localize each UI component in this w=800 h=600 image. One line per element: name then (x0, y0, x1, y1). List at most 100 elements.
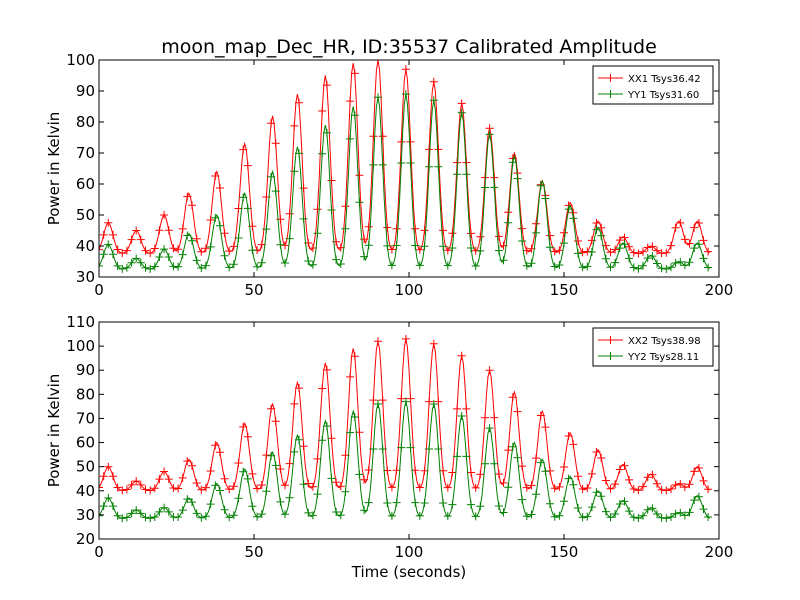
data-point (267, 451, 276, 460)
data-point (704, 263, 713, 272)
data-point (434, 445, 443, 453)
data-point (471, 512, 480, 521)
data-point (350, 413, 359, 421)
data-point (150, 262, 159, 271)
data-point (174, 513, 183, 521)
data-point (183, 457, 192, 466)
data-point (374, 93, 382, 102)
data-point (313, 229, 322, 238)
figure-title: moon_map_Dec_HR, ID:35537 Calibrated Amp… (161, 36, 657, 58)
data-point (276, 240, 285, 249)
data-point (104, 494, 113, 502)
data-point (211, 172, 220, 180)
data-point (439, 499, 448, 507)
data-point (276, 497, 285, 506)
data-point (611, 245, 620, 254)
x-axis-label: Time (seconds) (351, 563, 467, 581)
data-point (155, 475, 164, 484)
data-point (136, 258, 145, 267)
data-point (281, 259, 289, 267)
data-point (150, 244, 159, 253)
data-point (355, 171, 364, 180)
data-point (99, 472, 108, 481)
data-point (667, 513, 675, 521)
data-point (197, 264, 206, 272)
data-point (494, 470, 503, 479)
legend-box (592, 327, 714, 367)
data-point (132, 254, 141, 263)
data-point (485, 130, 494, 139)
data-point (206, 500, 215, 509)
data-point (615, 500, 624, 508)
data-point (457, 108, 466, 117)
data-point (122, 246, 131, 255)
data-point (267, 119, 276, 128)
data-point (146, 514, 155, 523)
data-point (541, 194, 550, 203)
data-point (685, 258, 694, 267)
y-tick-label: 80 (76, 385, 95, 403)
data-point (332, 478, 341, 487)
data-point (113, 261, 122, 270)
data-point (197, 247, 206, 256)
data-point (99, 511, 103, 520)
data-point (257, 258, 266, 267)
data-point (448, 468, 457, 477)
data-point (183, 192, 192, 201)
data-point (164, 507, 173, 516)
data-point (662, 265, 671, 273)
data-point (453, 170, 462, 179)
data-point (550, 512, 559, 521)
data-point (401, 397, 410, 406)
data-point (164, 253, 173, 261)
data-point (448, 229, 457, 238)
data-point (690, 467, 699, 476)
data-point (257, 481, 266, 489)
series-2 (99, 397, 713, 523)
data-point (183, 495, 192, 504)
data-point (676, 257, 685, 266)
data-point (629, 485, 638, 493)
data-point (360, 506, 369, 515)
data-point (634, 249, 643, 258)
data-point (271, 187, 280, 196)
data-point (239, 145, 248, 154)
data-point (667, 485, 675, 493)
data-point (336, 260, 345, 268)
y-tick-label: 20 (76, 530, 95, 548)
x-tick-label: 50 (244, 281, 263, 299)
data-point (127, 480, 136, 489)
legend-marker (606, 352, 615, 360)
data-point (267, 172, 276, 181)
data-point (99, 483, 103, 492)
data-point (225, 485, 234, 494)
data-point (99, 245, 103, 254)
data-point (141, 485, 150, 494)
data-point (253, 262, 262, 271)
data-point (662, 486, 671, 495)
data-point (601, 254, 610, 263)
data-point (341, 224, 350, 233)
data-point (411, 224, 420, 233)
data-point (555, 511, 564, 520)
data-point (346, 134, 355, 143)
y-tick-label: 40 (76, 237, 95, 255)
data-point (299, 184, 308, 193)
data-point (653, 479, 661, 488)
data-point (541, 467, 550, 476)
y-axis-label: Power in Kelvin (45, 374, 63, 488)
data-point (308, 260, 317, 269)
data-point (643, 243, 652, 252)
data-point (229, 242, 238, 251)
data-point (443, 483, 452, 492)
data-point (364, 241, 373, 250)
data-point (508, 158, 517, 167)
data-point (401, 90, 410, 99)
data-point (234, 459, 243, 467)
data-point (560, 228, 568, 237)
data-point (206, 467, 215, 475)
data-point (253, 512, 262, 521)
data-point (606, 248, 615, 257)
data-point (625, 242, 634, 251)
x-tick-label: 200 (705, 543, 734, 561)
